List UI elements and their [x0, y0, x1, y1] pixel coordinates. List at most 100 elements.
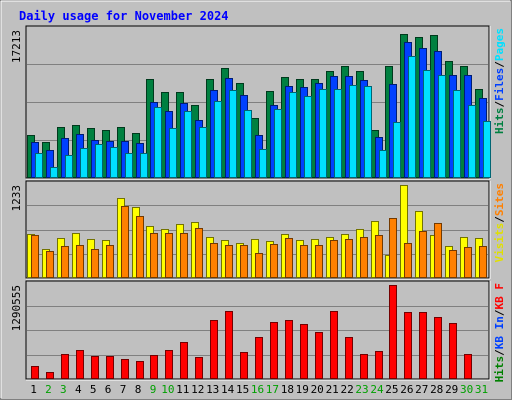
bar-kb-f-day-23 [360, 354, 368, 379]
bar-sites-day-2 [46, 251, 54, 278]
bar-kb-f-day-5 [91, 356, 99, 379]
x-tick-label: 30 [460, 383, 473, 396]
bar-kb-f-day-17 [270, 322, 278, 379]
bar-sites-day-5 [91, 249, 99, 278]
x-tick-label: 31 [475, 383, 488, 396]
bar-kb-f-day-18 [285, 320, 293, 379]
x-tick-label: 20 [311, 383, 324, 396]
bar-kb-f-day-22 [345, 337, 353, 379]
legend-entry: Hits [493, 108, 506, 135]
bar-pages-day-22 [349, 85, 357, 178]
legend-entry: KB F [493, 283, 506, 310]
bar-kb-f-day-30 [464, 354, 472, 379]
chart-title: Daily usage for November 2024 [19, 9, 229, 23]
bar-kb-f-day-26 [404, 312, 412, 379]
bar-pages-day-17 [274, 109, 282, 178]
bar-kb-f-day-29 [449, 323, 457, 379]
x-tick-label: 2 [45, 383, 52, 396]
bar-sites-day-17 [270, 244, 278, 278]
x-tick-label: 18 [281, 383, 294, 396]
x-tick-label: 11 [176, 383, 189, 396]
legend-entry: KB In [493, 316, 506, 349]
bar-pages-day-2 [50, 167, 58, 178]
bar-pages-day-12 [199, 127, 207, 178]
bar-sites-day-9 [150, 233, 158, 278]
x-tick-label: 23 [355, 383, 368, 396]
x-tick-label: 1 [30, 383, 37, 396]
x-tick-label: 27 [415, 383, 428, 396]
bar-kb-f-day-27 [419, 312, 427, 379]
x-tick-label: 14 [221, 383, 235, 396]
legend-entry: Sites [493, 183, 506, 216]
bar-pages-day-3 [65, 155, 73, 178]
bar-pages-day-6 [110, 147, 118, 178]
legend-entry: / [493, 61, 506, 68]
panel-requests-legend: Hits/Files/Pages [493, 28, 506, 134]
x-tick-label: 13 [206, 383, 219, 396]
bar-sites-day-28 [434, 223, 442, 278]
bar-kb-f-day-9 [150, 355, 158, 379]
bar-kb-f-day-16 [255, 337, 263, 379]
panel-traffic-legend: Hits/KB In/KB F [493, 283, 506, 382]
x-tick-label: 4 [75, 383, 82, 396]
bar-kb-f-day-7 [121, 359, 129, 379]
bar-sites-day-1 [31, 235, 39, 278]
bar-kb-f-day-28 [434, 317, 442, 379]
bar-kb-f-day-25 [389, 285, 397, 379]
x-axis-day-labels: 1 2 3 4 5 6 7 8 9 10 11 12 13 14 15 16 17 18 19 20 21 22 23 24 2… [30, 383, 488, 396]
legend-entry: Visits [493, 223, 506, 263]
bar-sites-day-22 [345, 239, 353, 278]
bar-pages-day-26 [408, 56, 416, 178]
x-tick-label: 25 [385, 383, 398, 396]
bar-sites-day-27 [419, 231, 427, 278]
bar-pages-day-10 [169, 128, 177, 178]
bar-pages-day-16 [259, 149, 267, 178]
series-kb-f [31, 285, 472, 379]
bar-sites-day-18 [285, 238, 293, 278]
bar-kb-f-day-12 [195, 357, 203, 379]
x-tick-label: 8 [135, 383, 142, 396]
bar-pages-day-31 [483, 121, 491, 178]
bar-pages-day-18 [289, 92, 297, 178]
bar-sites-day-11 [180, 233, 188, 278]
x-tick-label: 16 [251, 383, 264, 396]
bar-sites-day-31 [479, 246, 487, 278]
bar-kb-f-day-10 [165, 350, 173, 379]
legend-entry: / [493, 349, 506, 356]
bar-kb-f-day-6 [106, 356, 114, 379]
bar-sites-day-25 [389, 218, 397, 278]
x-tick-label: 21 [326, 383, 339, 396]
x-tick-label: 9 [150, 383, 157, 396]
bar-sites-day-12 [195, 228, 203, 278]
bar-kb-f-day-15 [240, 352, 248, 379]
bar-pages-day-15 [244, 110, 252, 178]
bar-pages-day-24 [379, 150, 387, 178]
series-sites [31, 206, 487, 278]
bar-pages-day-4 [80, 148, 88, 178]
bar-sites-day-26 [404, 243, 412, 278]
bar-kb-f-day-14 [225, 311, 233, 379]
bar-kb-f-day-20 [315, 332, 323, 379]
bar-sites-day-15 [240, 245, 248, 278]
x-tick-label: 28 [430, 383, 443, 396]
x-tick-label: 17 [266, 383, 279, 396]
bar-sites-day-30 [464, 247, 472, 278]
y-max-label: 1290555 [10, 285, 23, 331]
bar-pages-day-25 [393, 122, 401, 178]
bar-pages-day-19 [304, 96, 312, 178]
x-tick-label: 15 [236, 383, 249, 396]
bar-pages-day-9 [154, 107, 162, 178]
bar-kb-f-day-19 [300, 324, 308, 379]
bar-kb-f-day-24 [375, 351, 383, 379]
bar-sites-day-19 [300, 245, 308, 278]
bar-pages-day-30 [468, 105, 476, 178]
bar-pages-day-29 [453, 90, 461, 178]
x-tick-label: 7 [120, 383, 127, 396]
bar-sites-day-8 [136, 216, 144, 278]
bar-pages-day-1 [35, 153, 43, 178]
bar-kb-f-day-13 [210, 320, 218, 379]
x-tick-label: 3 [60, 383, 67, 396]
bar-pages-day-7 [125, 153, 133, 178]
